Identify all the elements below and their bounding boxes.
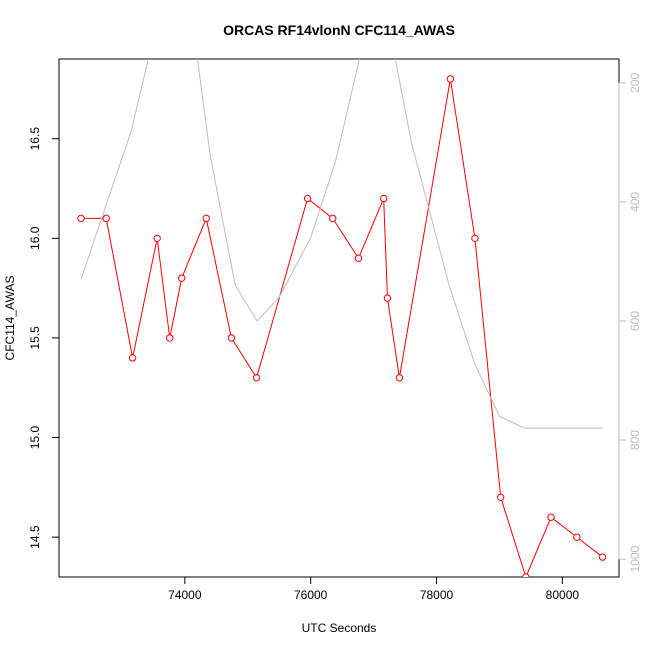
y-tick-label: 16.5 bbox=[28, 127, 42, 151]
x-tick-label: 80000 bbox=[546, 588, 580, 602]
data-point bbox=[522, 573, 530, 577]
chart-title: ORCAS RF14vlonN CFC114_AWAS bbox=[223, 22, 455, 38]
x-tick-label: 76000 bbox=[294, 588, 328, 602]
data-point bbox=[329, 214, 337, 223]
y-axis-label: CFC114_AWAS bbox=[3, 276, 17, 361]
data-point bbox=[202, 214, 210, 223]
data-point bbox=[102, 214, 110, 223]
data-point bbox=[395, 374, 404, 382]
data-point bbox=[354, 254, 363, 262]
data-point bbox=[227, 334, 236, 342]
y2-tick-label: 1000 bbox=[628, 545, 642, 572]
x-axis-label: UTC Seconds bbox=[302, 621, 377, 635]
data-point bbox=[153, 234, 161, 243]
y-tick-label: 15.5 bbox=[28, 326, 42, 350]
y-axis: 14.5 15.0 15.5 16.0 16.5 bbox=[28, 127, 60, 549]
series-2-line bbox=[80, 59, 603, 429]
data-point bbox=[547, 513, 555, 521]
data-point bbox=[497, 493, 505, 502]
data-point bbox=[573, 533, 581, 541]
data-point bbox=[383, 294, 392, 302]
y2-tick-label: 600 bbox=[628, 311, 642, 331]
data-point bbox=[446, 75, 455, 83]
series-2 bbox=[80, 59, 603, 429]
y2-tick-label: 800 bbox=[628, 430, 642, 450]
y2-axis: 200 400 600 800 1000 bbox=[618, 72, 642, 572]
data-point bbox=[303, 194, 312, 203]
data-point bbox=[128, 354, 137, 362]
x-tick-label: 78000 bbox=[420, 588, 454, 602]
x-tick-label: 74000 bbox=[168, 588, 202, 602]
y-tick-label: 16.0 bbox=[28, 226, 42, 250]
y2-tick-label: 400 bbox=[628, 192, 642, 212]
data-point bbox=[252, 374, 261, 382]
data-point bbox=[177, 274, 186, 282]
data-point bbox=[166, 334, 174, 342]
plot-frame bbox=[58, 58, 620, 578]
y-tick-label: 15.0 bbox=[28, 426, 42, 450]
y2-tick-label: 200 bbox=[628, 72, 642, 92]
data-point bbox=[598, 553, 607, 561]
data-point bbox=[471, 234, 479, 243]
series-1-line bbox=[81, 78, 603, 577]
series-1 bbox=[77, 75, 607, 577]
y-tick-label: 14.5 bbox=[28, 525, 42, 549]
data-point bbox=[379, 194, 388, 203]
plot-area bbox=[77, 59, 607, 577]
x-axis: 74000 76000 78000 80000 bbox=[168, 576, 580, 602]
data-point bbox=[77, 214, 85, 223]
